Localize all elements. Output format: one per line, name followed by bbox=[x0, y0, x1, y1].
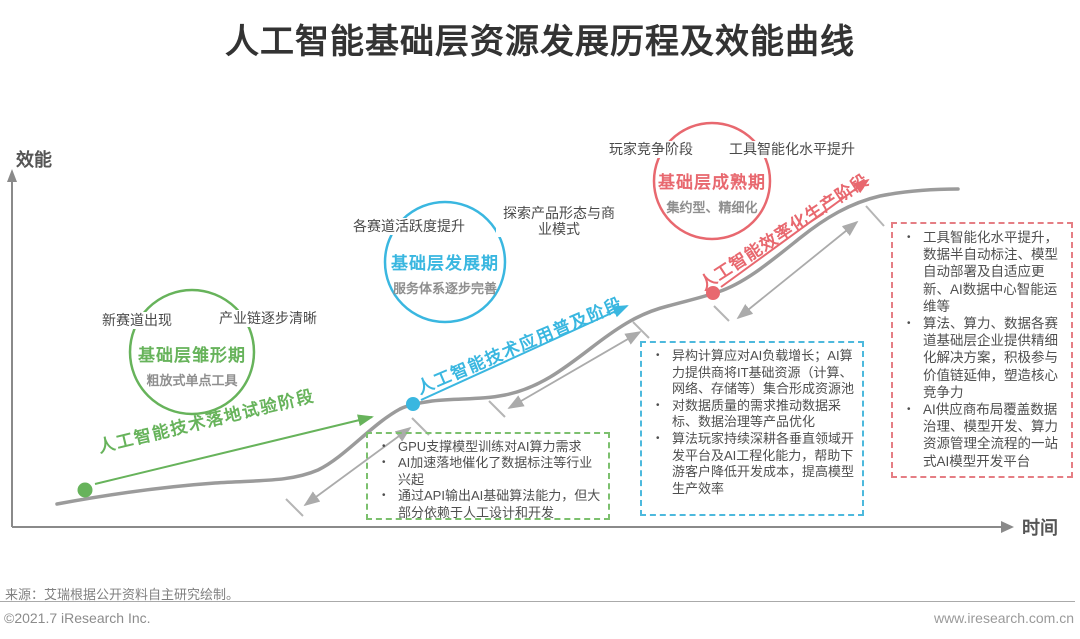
stage3-label-right: 工具智能化水平提升 bbox=[727, 141, 857, 158]
stage3-subtitle: 集约型、精细化 bbox=[666, 200, 758, 215]
note-item: AI加速落地催化了数据标注等行业兴起 bbox=[376, 455, 602, 488]
note-item: 通过API输出AI基础算法能力，但大部分依赖于人工设计和开发 bbox=[376, 488, 602, 521]
stage2-title: 基础层发展期 bbox=[391, 254, 499, 273]
page-title: 人工智能基础层资源发展历程及效能曲线 bbox=[225, 23, 855, 61]
stage1-title: 基础层雏形期 bbox=[138, 346, 246, 365]
stage2-notes-box: 异构计算应对AI负载增长；AI算力提供商将IT基础资源（计算、网络、存储等）集合… bbox=[640, 341, 864, 516]
stage2-circle bbox=[383, 200, 507, 324]
note-item: 工具智能化水平提升，数据半自动标注、模型自动部署及自适应更新、AI数据中心智能运… bbox=[901, 229, 1065, 315]
footer-divider bbox=[0, 601, 1075, 602]
stage3-notes-box: 工具智能化水平提升，数据半自动标注、模型自动部署及自适应更新、AI数据中心智能运… bbox=[891, 222, 1073, 478]
stage1-label-left: 新赛道出现 bbox=[100, 312, 174, 329]
y-axis-label: 效能 bbox=[16, 150, 52, 170]
tick-mark bbox=[285, 498, 304, 517]
note-item: AI供应商布局覆盖数据治理、模型开发、算力资源管理全流程的一站式AI模型开发平台 bbox=[901, 401, 1065, 470]
stage1-dot bbox=[77, 482, 93, 498]
stage2-subtitle: 服务体系逐步完善 bbox=[392, 281, 497, 296]
span-arrow-3 bbox=[736, 220, 859, 320]
tick-mark bbox=[865, 205, 885, 227]
stage3-circle bbox=[652, 121, 772, 241]
copyright-note: ©2021.7 iResearch Inc. bbox=[4, 610, 151, 626]
tick-mark bbox=[713, 305, 730, 322]
tick-mark bbox=[632, 321, 650, 339]
x-axis-label: 时间 bbox=[1022, 518, 1058, 538]
stage3-label-left: 玩家竞争阶段 bbox=[607, 141, 695, 158]
stage2-label-right: 探索产品形态与商业模式 bbox=[496, 205, 622, 237]
note-item: 算法、算力、数据各赛道基础层企业提供精细化解决方案，积极参与价值链延伸，塑造核心… bbox=[901, 315, 1065, 401]
tick-mark bbox=[488, 400, 506, 418]
x-axis-arrow-icon bbox=[1001, 521, 1014, 533]
note-item: 异构计算应对AI负载增长；AI算力提供商将IT基础资源（计算、网络、存储等）集合… bbox=[650, 348, 856, 398]
stage1-label-right: 产业链逐步清晰 bbox=[217, 310, 319, 327]
stage1-circle-text: 基础层雏形期 粗放式单点工具 bbox=[122, 341, 262, 389]
stage2-label-left: 各赛道活跃度提升 bbox=[351, 218, 467, 235]
stage2-dot bbox=[406, 397, 420, 411]
stage3-title: 基础层成熟期 bbox=[658, 173, 766, 192]
stage3-dot bbox=[706, 286, 720, 300]
stage1-circle bbox=[128, 288, 256, 416]
stage1-notes-box: GPU支撑模型训练对AI算力需求 AI加速落地催化了数据标注等行业兴起 通过AP… bbox=[366, 432, 610, 520]
stage1-subtitle: 粗放式单点工具 bbox=[146, 373, 238, 388]
note-item: GPU支撑模型训练对AI算力需求 bbox=[376, 439, 602, 456]
y-axis-arrow-icon bbox=[7, 169, 17, 182]
stage3-circle-text: 基础层成熟期 集约型、精细化 bbox=[642, 168, 782, 216]
source-note: 来源：艾瑞根据公开资料自主研究绘制。 bbox=[5, 587, 240, 602]
note-item: 对数据质量的需求推动数据采标、数据治理等产品优化 bbox=[650, 398, 856, 431]
website-note: www.iresearch.com.cn bbox=[933, 610, 1074, 626]
note-item: 算法玩家持续深耕各垂直领域开发平台及AI工程化能力，帮助下游客户降低开发成本，提… bbox=[650, 431, 856, 497]
span-arrow-2 bbox=[507, 331, 642, 409]
stage2-circle-text: 基础层发展期 服务体系逐步完善 bbox=[375, 249, 515, 297]
